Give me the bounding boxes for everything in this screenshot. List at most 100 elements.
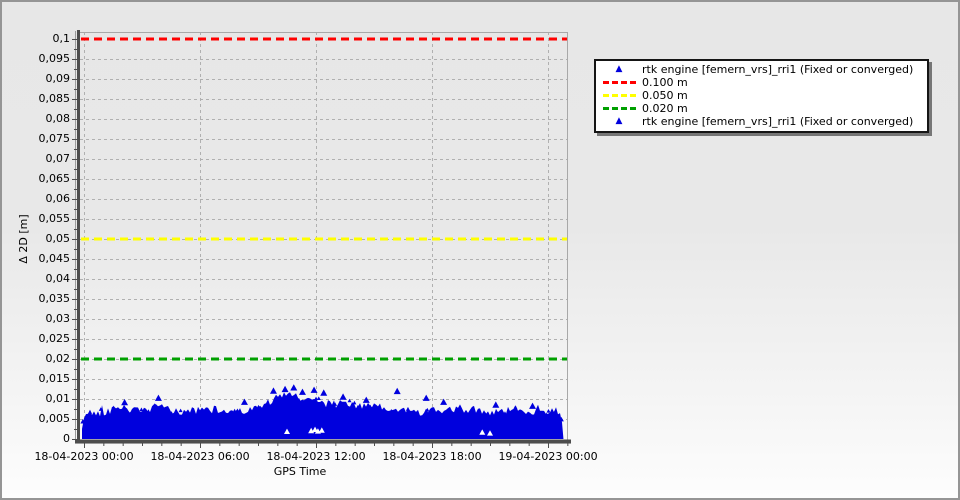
data-point-outlier (440, 398, 448, 405)
legend-label: 0.100 m (642, 75, 688, 89)
data-point (365, 415, 371, 420)
dash-line-icon (602, 94, 636, 97)
data-point (330, 405, 336, 410)
legend-row: 0.020 m (596, 102, 927, 115)
data-point (275, 400, 281, 405)
data-point (106, 419, 112, 424)
data-point (168, 411, 174, 416)
data-point-outlier (310, 386, 318, 393)
y-tick-label: 0,03 (45, 312, 71, 325)
data-point (228, 418, 234, 424)
data-point (429, 413, 435, 418)
data-point (239, 418, 245, 423)
data-point (177, 414, 183, 419)
data-point (469, 411, 475, 417)
data-point (236, 414, 242, 420)
data-point (264, 404, 270, 410)
legend-row: ▲ rtk engine [femern_vrs]_rri1 (Fixed or … (596, 115, 927, 128)
data-point (352, 411, 358, 416)
data-point-outlier (393, 387, 401, 395)
data-point (438, 416, 444, 421)
data-point (137, 417, 143, 423)
y-tick-label: 0,015 (38, 372, 71, 385)
data-point (447, 415, 453, 420)
y-tick-label: 0,09 (45, 72, 71, 85)
y-tick-label: 0 (63, 432, 70, 445)
data-point (527, 413, 533, 418)
data-point (405, 418, 411, 424)
data-point (282, 398, 288, 404)
data-point (510, 420, 516, 425)
data-point (470, 417, 476, 423)
data-point (445, 420, 451, 425)
dash-line-icon (602, 81, 636, 84)
data-point (546, 409, 551, 413)
data-point (111, 411, 117, 417)
data-point (309, 407, 315, 413)
data-point (165, 411, 171, 416)
data-point (155, 406, 161, 412)
data-point (158, 414, 164, 419)
data-point (374, 413, 380, 419)
data-point (463, 419, 469, 425)
data-point (333, 402, 338, 406)
data-point (261, 406, 267, 411)
data-point (130, 415, 136, 421)
data-point (232, 408, 237, 413)
legend-label: rtk engine [femern_vrs]_rri1 (Fixed or c… (642, 62, 914, 76)
data-point-outlier (362, 396, 370, 403)
data-point-outlier (339, 393, 347, 400)
data-point (202, 413, 208, 418)
data-point (124, 407, 130, 413)
data-point-outlier (422, 394, 430, 401)
data-point (453, 414, 459, 420)
data-point (389, 408, 394, 413)
band-gap (479, 429, 486, 435)
data-point (340, 405, 346, 411)
y-tick-label: 0,065 (38, 172, 71, 185)
y-tick-label: 0,095 (38, 52, 71, 65)
x-axis-title: GPS Time (273, 465, 327, 478)
data-point (540, 415, 546, 421)
legend-row: 0.050 m (596, 89, 927, 102)
y-tick-label: 0,05 (45, 232, 71, 245)
data-point (378, 415, 384, 420)
data-point (552, 410, 557, 414)
data-point (457, 414, 463, 420)
data-point (513, 405, 518, 409)
x-tick-label: 19-04-2023 00:00 (498, 450, 598, 463)
data-point (259, 416, 265, 422)
data-point (337, 415, 343, 420)
data-point (432, 410, 437, 414)
legend-row: 0.100 m (596, 76, 927, 89)
data-point (518, 410, 524, 416)
y-tick-label: 0,1 (52, 32, 71, 45)
legend-triangle-icon: ▲ (596, 117, 642, 126)
dash-line-icon (602, 107, 636, 110)
data-point (192, 421, 198, 426)
data-point (355, 405, 361, 410)
data-point (233, 410, 239, 415)
data-point-outlier (154, 394, 162, 401)
data-point (359, 409, 365, 415)
data-point (178, 408, 183, 413)
legend-triangle-icon: ▲ (596, 65, 642, 74)
data-point (207, 413, 213, 418)
legend-dash-icon (596, 107, 642, 110)
y-tick-label: 0,075 (38, 132, 71, 145)
data-point (199, 408, 204, 412)
legend-dash-icon (596, 94, 642, 97)
data-point-outlier (281, 385, 289, 393)
data-point (246, 417, 252, 423)
data-point (389, 417, 395, 422)
data-point (488, 418, 494, 423)
data-point (547, 416, 553, 422)
data-point (535, 413, 541, 418)
data-point (543, 412, 549, 418)
data-point (225, 418, 231, 424)
data-point (320, 411, 326, 417)
data-point (474, 420, 480, 426)
data-point (425, 407, 430, 412)
data-point (326, 408, 332, 414)
